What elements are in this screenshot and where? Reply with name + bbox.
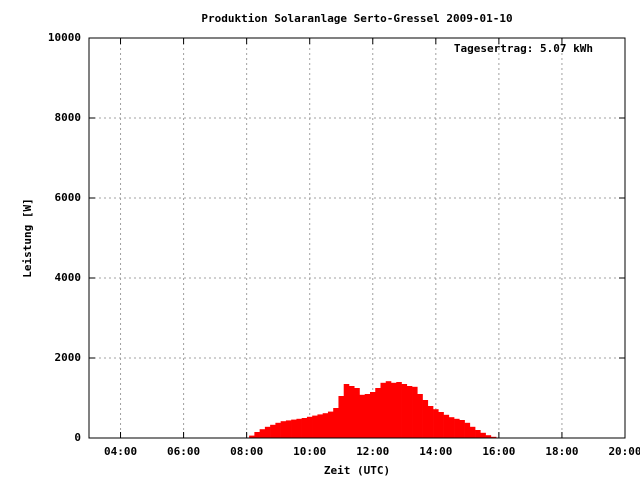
bar	[327, 411, 334, 438]
bar	[485, 435, 492, 438]
bar	[301, 418, 308, 438]
x-tick-label: 20:00	[608, 445, 640, 458]
bar	[406, 386, 413, 438]
bar	[427, 406, 434, 438]
bar	[469, 426, 476, 438]
bar	[385, 381, 392, 438]
x-tick-label: 04:00	[104, 445, 137, 458]
bar	[348, 386, 355, 438]
bar	[459, 420, 465, 438]
bar	[275, 422, 281, 438]
x-tick-label: 06:00	[167, 445, 200, 458]
bar	[249, 435, 255, 438]
bar	[264, 426, 271, 438]
bar	[438, 412, 444, 438]
bar	[343, 384, 350, 438]
bar	[433, 409, 439, 438]
x-tick-label: 16:00	[482, 445, 515, 458]
bar	[396, 382, 402, 438]
bar	[380, 382, 387, 438]
x-tick-label: 08:00	[230, 445, 263, 458]
bar	[443, 414, 450, 438]
bar	[317, 414, 323, 438]
y-tick-label: 4000	[55, 271, 82, 284]
bar	[333, 408, 339, 438]
bar	[322, 413, 329, 438]
bar	[480, 432, 486, 438]
bar	[254, 432, 260, 438]
bar	[417, 394, 423, 438]
bar	[375, 388, 381, 438]
bar	[270, 424, 276, 438]
bar	[391, 382, 397, 438]
x-tick-label: 14:00	[419, 445, 452, 458]
plot-border	[88, 37, 626, 439]
y-axis-label: Leistung [W]	[21, 198, 34, 277]
x-axis-label: Zeit (UTC)	[324, 464, 390, 477]
x-tick-label: 10:00	[293, 445, 326, 458]
bar	[490, 436, 497, 438]
bar	[359, 394, 366, 438]
bar	[338, 396, 345, 438]
bar	[448, 417, 455, 438]
annotation: Tagesertrag: 5.07 kWh	[454, 42, 593, 55]
chart-title: Produktion Solaranlage Serto-Gressel 200…	[201, 12, 512, 25]
bar	[354, 388, 360, 438]
y-tick-label: 0	[74, 431, 81, 444]
bar	[401, 384, 408, 438]
bar	[306, 416, 313, 438]
bar	[369, 392, 376, 438]
bar	[454, 418, 460, 438]
bar	[296, 418, 302, 438]
bar	[291, 419, 297, 438]
x-tick-label: 12:00	[356, 445, 389, 458]
bar	[422, 400, 429, 438]
y-tick-label: 2000	[55, 351, 82, 364]
y-tick-label: 6000	[55, 191, 82, 204]
bar	[412, 386, 418, 438]
bar	[464, 422, 471, 438]
y-tick-label: 8000	[55, 111, 82, 124]
bar	[312, 415, 318, 438]
bar	[364, 394, 371, 438]
y-tick-label: 10000	[48, 31, 81, 44]
bar	[285, 420, 292, 438]
x-tick-label: 18:00	[545, 445, 578, 458]
bar	[475, 430, 481, 438]
bar	[259, 429, 266, 438]
bar	[280, 421, 287, 438]
